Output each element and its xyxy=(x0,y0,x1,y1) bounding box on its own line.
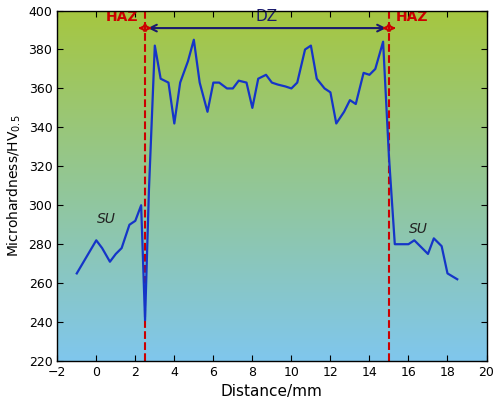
X-axis label: Distance/mm: Distance/mm xyxy=(221,384,323,399)
Text: SU: SU xyxy=(409,222,428,236)
Text: SU: SU xyxy=(96,212,116,226)
Text: DZ: DZ xyxy=(256,9,278,24)
Text: HAZ: HAZ xyxy=(106,10,138,24)
Y-axis label: Microhardness/HV$_{0.5}$: Microhardness/HV$_{0.5}$ xyxy=(6,115,23,257)
Text: HAZ: HAZ xyxy=(396,10,428,24)
